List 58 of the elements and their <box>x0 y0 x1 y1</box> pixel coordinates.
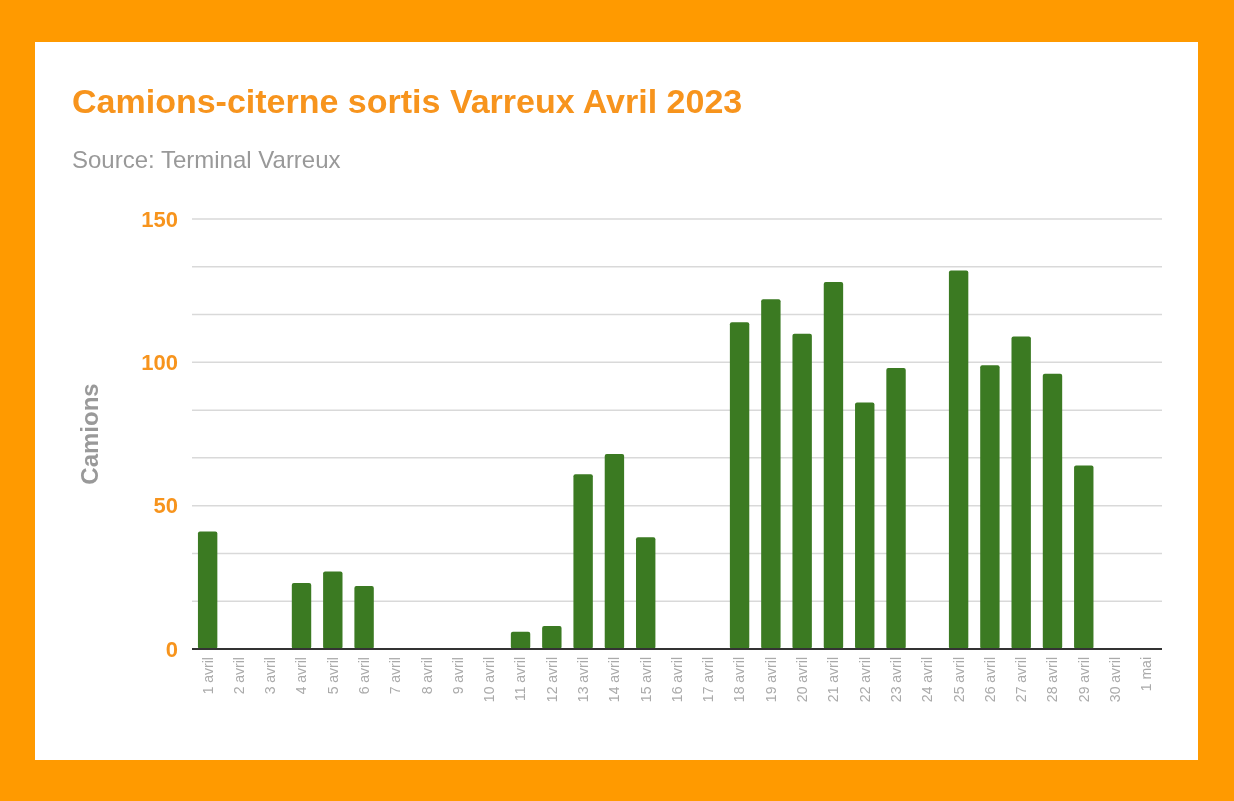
y-tick-label: 0 <box>165 636 178 662</box>
x-tick-label: 20 avril <box>794 657 811 703</box>
bar <box>323 571 343 649</box>
x-tick-label: 24 avril <box>919 657 936 703</box>
x-tick-label: 5 avril <box>324 657 341 695</box>
bar <box>1074 465 1094 649</box>
x-tick-label: 26 avril <box>981 657 998 703</box>
x-tick-label: 2 avril <box>230 657 247 695</box>
bar <box>510 631 531 649</box>
x-tick-label: 1 avril <box>199 657 216 695</box>
x-tick-label: 28 avril <box>1044 657 1061 703</box>
bar <box>792 333 812 649</box>
x-tick-label: 10 avril <box>481 657 498 703</box>
chart-subtitle: Source: Terminal Varreux <box>72 146 341 173</box>
y-axis-title: Camions <box>76 383 103 485</box>
bar <box>1042 373 1063 649</box>
x-tick-label: 22 avril <box>856 657 873 703</box>
x-tick-label: 21 avril <box>825 657 842 703</box>
bar <box>761 299 781 649</box>
x-tick-label: 15 avril <box>637 657 654 703</box>
x-tick-label: 23 avril <box>887 657 904 703</box>
x-tick-label: 29 avril <box>1075 657 1092 703</box>
x-tick-label: 3 avril <box>262 657 279 695</box>
x-tick-label: 18 avril <box>731 657 748 703</box>
y-tick-label: 100 <box>141 350 178 376</box>
y-tick-label: 50 <box>153 493 178 519</box>
bar <box>573 474 593 649</box>
bar <box>948 270 969 649</box>
x-tick-label: 8 avril <box>418 657 435 695</box>
x-tick-label: 27 avril <box>1013 657 1030 703</box>
x-tick-label: 7 avril <box>387 657 404 695</box>
bar <box>1011 336 1031 649</box>
x-tick-label: 4 avril <box>293 657 310 695</box>
x-tick-label: 14 avril <box>606 657 623 703</box>
bar <box>636 537 656 649</box>
x-tick-label: 12 avril <box>543 657 560 703</box>
bar <box>354 585 374 649</box>
x-tick-label: 13 avril <box>575 657 592 703</box>
bar <box>197 531 218 649</box>
y-tick-label: 150 <box>141 206 178 232</box>
x-tick-label: 1 mai <box>1138 657 1155 692</box>
x-tick-label: 11 avril <box>512 657 529 702</box>
bar <box>855 402 875 649</box>
bar <box>729 322 750 649</box>
bar <box>604 454 625 649</box>
chart-title: Camions-citerne sortis Varreux Avril 2023 <box>72 82 743 120</box>
x-tick-label: 6 avril <box>356 657 372 695</box>
bar <box>886 368 906 649</box>
bar <box>980 365 1000 649</box>
bar <box>291 583 312 649</box>
x-tick-label: 30 avril <box>1106 657 1123 703</box>
bar <box>823 282 844 649</box>
x-tick-label: 17 avril <box>700 657 717 703</box>
x-tick-label: 9 avril <box>449 657 466 695</box>
x-tick-label: 25 avril <box>950 657 967 703</box>
bar <box>542 626 562 649</box>
x-tick-label: 19 avril <box>762 657 779 703</box>
x-tick-label: 16 avril <box>668 657 685 703</box>
